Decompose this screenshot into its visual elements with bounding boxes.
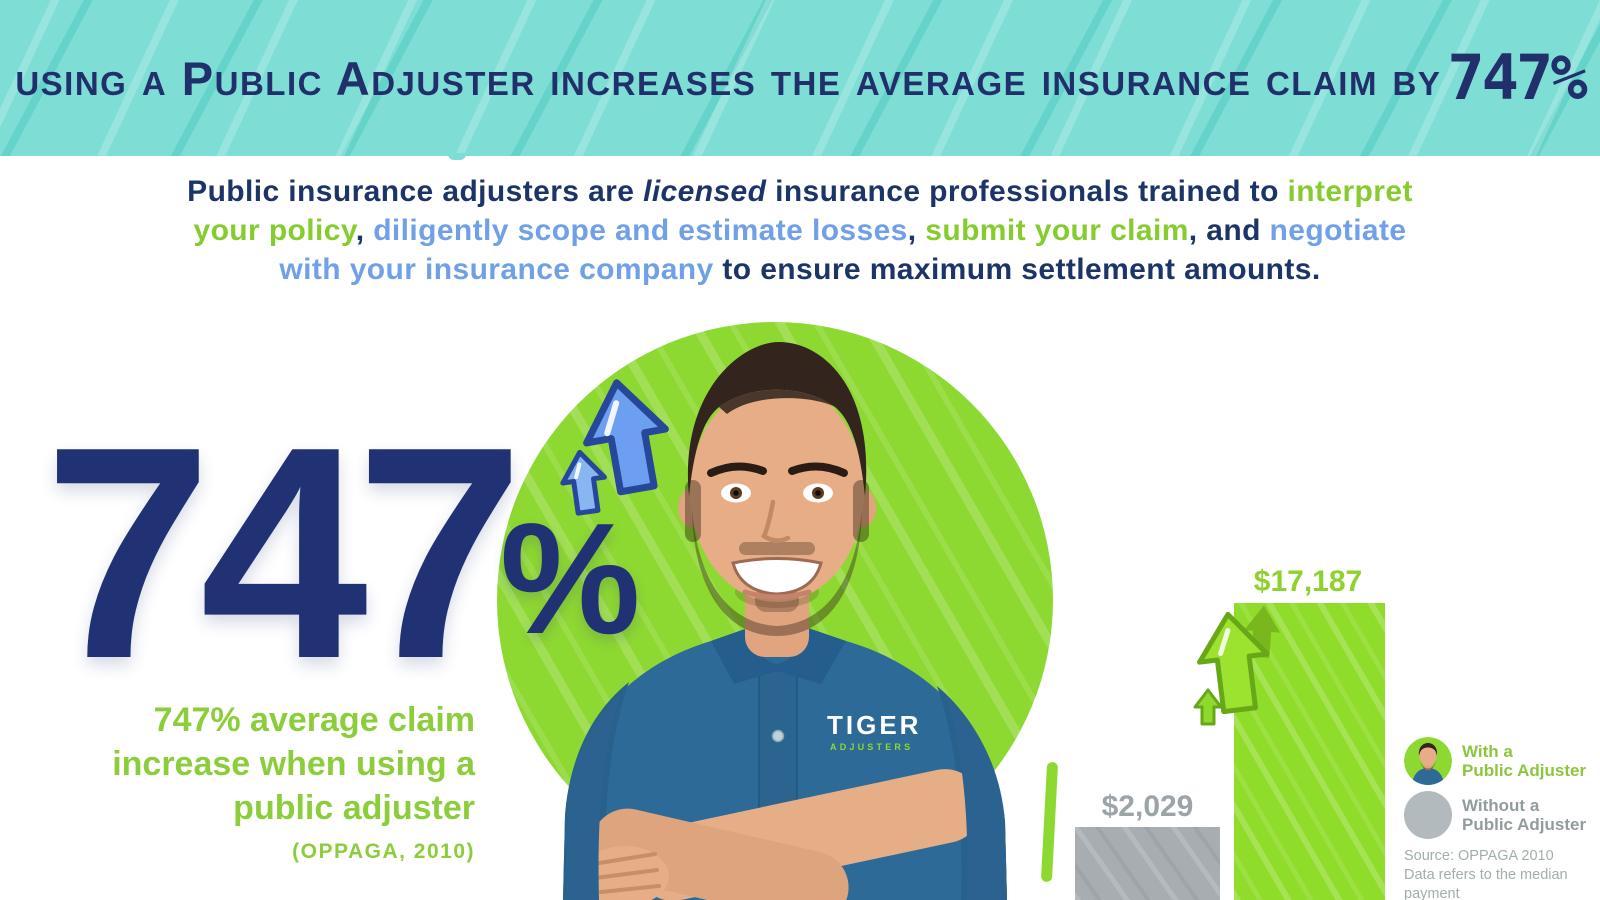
intro-line-2: your policy, diligently scope and estima… bbox=[50, 211, 1550, 250]
pupil bbox=[733, 490, 739, 496]
legend-label-without: Without a Public Adjuster bbox=[1462, 796, 1586, 834]
mustache bbox=[739, 542, 815, 555]
intro-line-1: Public insurance adjusters are licensed … bbox=[50, 172, 1550, 211]
tiny-green-arrow bbox=[1193, 688, 1223, 726]
claim-caption: 747% average claim increase when using a… bbox=[60, 698, 475, 864]
claim-citation: (OPPAGA, 2010) bbox=[292, 840, 475, 863]
small-blue-arrow bbox=[560, 449, 607, 516]
intro-paragraph: Public insurance adjusters are licensed … bbox=[50, 172, 1550, 289]
intro-segment: with your insurance company bbox=[279, 253, 714, 286]
forearm-left bbox=[591, 808, 849, 900]
blue-up-arrows-icon bbox=[560, 379, 669, 516]
sideburn bbox=[685, 480, 701, 542]
legend-without-line1: Without a bbox=[1462, 796, 1540, 815]
claim-line: 747% average claim bbox=[153, 701, 475, 739]
hair bbox=[687, 342, 867, 496]
intro-segment: negotiate bbox=[1269, 214, 1407, 247]
intro-line-3: with your insurance company to ensure ma… bbox=[50, 250, 1550, 289]
bar-value-without: $2,029 bbox=[1101, 790, 1194, 823]
fingers bbox=[591, 852, 661, 894]
legend-with-line2: Public Adjuster bbox=[1462, 761, 1587, 780]
mini-adjuster-avatar bbox=[1404, 737, 1452, 785]
stat-747: 747 bbox=[44, 384, 524, 721]
shirt-logo-brand: TIGER bbox=[827, 710, 921, 740]
intro-segment: submit your claim bbox=[925, 214, 1189, 247]
source-note: Source: OPPAGA 2010 Data refers to the m… bbox=[1404, 847, 1600, 900]
source-line2: Data refers to the median payment bbox=[1404, 867, 1568, 900]
intro-segment: your policy bbox=[193, 214, 356, 247]
intro-segment: Public insurance adjusters are bbox=[187, 175, 644, 208]
intro-segment: , and bbox=[1188, 214, 1270, 247]
legend-label-with: With a Public Adjuster bbox=[1462, 742, 1586, 780]
eyebrow bbox=[707, 462, 767, 477]
legend-dot-without bbox=[1404, 791, 1452, 839]
shirt-collar bbox=[711, 628, 846, 684]
claim-line: public adjuster bbox=[233, 789, 475, 827]
stat-percent-sign: % bbox=[500, 491, 641, 667]
bar-value-with: $17,187 bbox=[1253, 565, 1363, 598]
banner-heading: using a Public Adjuster increases the av… bbox=[15, 47, 1587, 109]
source-line1: Source: OPPAGA 2010 bbox=[1404, 848, 1554, 864]
intro-segment-licensed: licensed bbox=[643, 175, 767, 208]
intro-segment: , bbox=[355, 214, 374, 247]
nose bbox=[761, 499, 791, 543]
eyebrow bbox=[788, 462, 848, 477]
legend-avatar-with bbox=[1404, 737, 1452, 785]
pupil bbox=[815, 490, 821, 496]
intro-segment: to ensure maximum settlement amounts. bbox=[713, 253, 1321, 286]
shirt-logo-sub: ADJUSTERS bbox=[830, 742, 913, 752]
bar-without-adjuster bbox=[1075, 827, 1220, 900]
sleeve-right bbox=[945, 696, 1007, 900]
claim-line: increase when using a bbox=[112, 745, 475, 783]
public-adjuster-photo: TIGER ADJUSTERS bbox=[563, 342, 1007, 900]
sideburn bbox=[853, 480, 869, 542]
intro-segment: interpret bbox=[1287, 175, 1413, 208]
banner-paint-drip bbox=[448, 153, 466, 160]
crossed-arms bbox=[565, 694, 1007, 900]
legend-without-line2: Public Adjuster bbox=[1462, 815, 1587, 834]
sleeve-left bbox=[565, 694, 621, 900]
big-green-arrow bbox=[1197, 611, 1270, 715]
intro-segment: , bbox=[907, 214, 926, 247]
intro-segment: diligently scope and estimate losses bbox=[373, 214, 908, 247]
smile-teeth bbox=[731, 557, 823, 596]
legend-with-line1: With a bbox=[1462, 742, 1513, 761]
hair-highlight bbox=[719, 389, 835, 414]
banner-heading-text: using a Public Adjuster increases the av… bbox=[15, 52, 1442, 105]
lower-lip bbox=[742, 589, 812, 600]
banner-stat-747: 747% bbox=[1447, 41, 1587, 114]
banner: using a Public Adjuster increases the av… bbox=[0, 0, 1600, 156]
green-up-arrows-icon bbox=[1193, 605, 1281, 726]
face bbox=[690, 382, 864, 602]
big-blue-arrow bbox=[583, 379, 669, 496]
shirt-button bbox=[771, 729, 785, 743]
intro-segment: insurance professionals trained to bbox=[766, 175, 1288, 208]
